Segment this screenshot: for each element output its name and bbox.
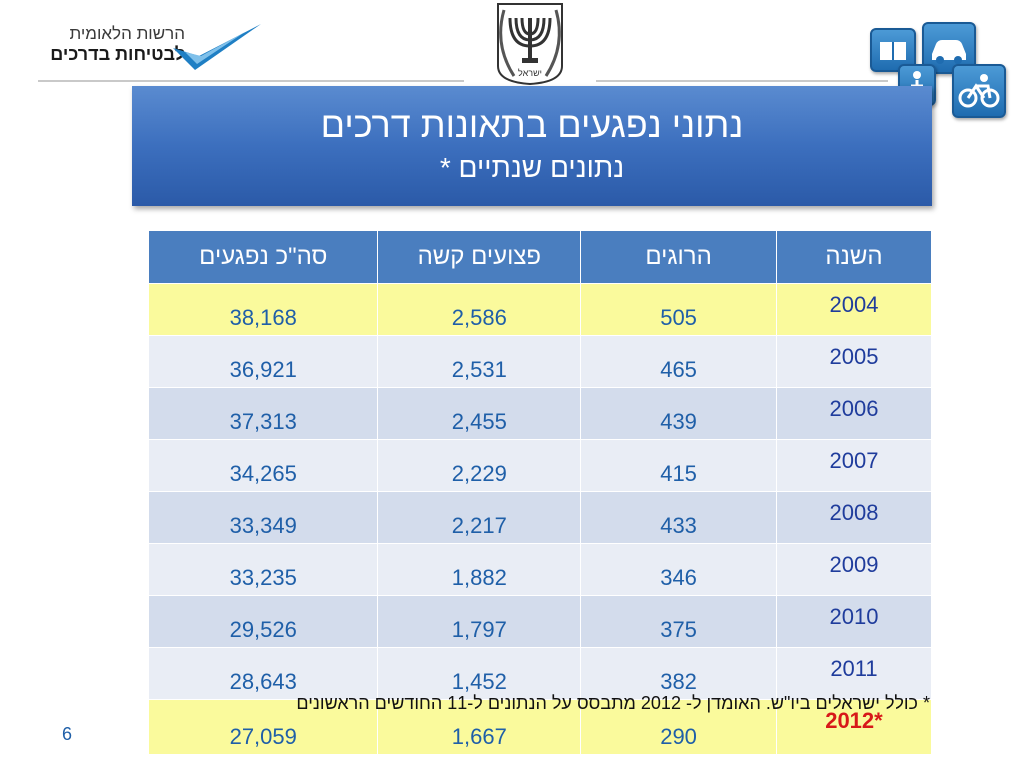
seriously-injured-cell: 2,531 bbox=[377, 335, 582, 388]
table-row: 2011 382 1,452 28,643 bbox=[147, 647, 933, 700]
killed-cell: 439 bbox=[580, 387, 777, 440]
year-cell: 2008 bbox=[775, 491, 933, 544]
seriously-injured-cell: 1,452 bbox=[377, 647, 582, 700]
seriously-injured-cell: 2,229 bbox=[377, 439, 582, 492]
seriously-injured-cell: 2,455 bbox=[377, 387, 582, 440]
col-header-total: סה"כ נפגעים bbox=[147, 230, 379, 284]
checkmark-logo-icon bbox=[173, 24, 261, 70]
killed-cell: 505 bbox=[580, 283, 777, 336]
footnote: * כולל ישראלים ביו"ש. האומדן ל- 2012 מתב… bbox=[296, 693, 930, 713]
total-cell: 36,921 bbox=[147, 335, 379, 388]
killed-cell: 375 bbox=[580, 595, 777, 648]
table-row-estimate: *2012 290 1,667 27,059 bbox=[147, 699, 933, 755]
seriously-injured-cell: 1,667 bbox=[377, 699, 582, 755]
col-header-killed: הרוגים bbox=[580, 230, 777, 284]
col-header-seriously-injured: פצועים קשה bbox=[377, 230, 582, 284]
year-cell: 2011 bbox=[775, 647, 933, 700]
casualties-table: השנה הרוגים פצועים קשה סה"כ נפגעים 2004 … bbox=[147, 230, 933, 755]
year-cell: 2009 bbox=[775, 543, 933, 596]
page-title: נתוני נפגעים בתאונות דרכים bbox=[320, 104, 744, 145]
page-number: 6 bbox=[62, 724, 73, 744]
killed-cell: 290 bbox=[580, 699, 777, 755]
seriously-injured-cell: 1,797 bbox=[377, 595, 582, 648]
table-row: 2005 465 2,531 36,921 bbox=[147, 335, 933, 388]
table-row: 2006 439 2,455 37,313 bbox=[147, 387, 933, 440]
total-cell: 33,349 bbox=[147, 491, 379, 544]
year-cell: *2012 bbox=[775, 699, 933, 755]
year-cell: 2010 bbox=[775, 595, 933, 648]
title-banner: נתוני נפגעים בתאונות דרכים נתונים שנתיים… bbox=[132, 86, 932, 206]
killed-cell: 465 bbox=[580, 335, 777, 388]
killed-cell: 346 bbox=[580, 543, 777, 596]
seriously-injured-cell: 2,217 bbox=[377, 491, 582, 544]
seriously-injured-cell: 2,586 bbox=[377, 283, 582, 336]
rsa-logo: הרשות הלאומית לבטיחות בדרכים bbox=[30, 18, 270, 74]
year-cell: 2005 bbox=[775, 335, 933, 388]
page-subtitle: נתונים שנתיים * bbox=[439, 152, 625, 183]
table-header-row: השנה הרוגים פצועים קשה סה"כ נפגעים bbox=[147, 230, 933, 284]
header-rule bbox=[38, 80, 888, 82]
killed-cell: 382 bbox=[580, 647, 777, 700]
total-cell: 28,643 bbox=[147, 647, 379, 700]
total-cell: 37,313 bbox=[147, 387, 379, 440]
seriously-injured-cell: 1,882 bbox=[377, 543, 582, 596]
logo-line-1: הרשות הלאומית bbox=[69, 24, 185, 43]
table-row: 2007 415 2,229 34,265 bbox=[147, 439, 933, 492]
bicycle-icon bbox=[952, 64, 1006, 118]
table-row: 2009 346 1,882 33,235 bbox=[147, 543, 933, 596]
total-cell: 27,059 bbox=[147, 699, 379, 755]
emblem-caption: ישראל bbox=[518, 68, 542, 78]
killed-cell: 415 bbox=[580, 439, 777, 492]
table-row: 2010 375 1,797 29,526 bbox=[147, 595, 933, 648]
year-cell: 2006 bbox=[775, 387, 933, 440]
table-row: 2008 433 2,217 33,349 bbox=[147, 491, 933, 544]
total-cell: 38,168 bbox=[147, 283, 379, 336]
total-cell: 33,235 bbox=[147, 543, 379, 596]
table-row: 2004 505 2,586 38,168 bbox=[147, 283, 933, 336]
year-cell: 2004 bbox=[775, 283, 933, 336]
total-cell: 29,526 bbox=[147, 595, 379, 648]
total-cell: 34,265 bbox=[147, 439, 379, 492]
state-emblem: ישראל bbox=[464, 0, 596, 86]
menorah-emblem-icon: ישראל bbox=[497, 3, 563, 86]
year-cell: 2007 bbox=[775, 439, 933, 492]
col-header-year: השנה bbox=[775, 230, 933, 284]
logo-line-2: לבטיחות בדרכים bbox=[50, 44, 185, 64]
killed-cell: 433 bbox=[580, 491, 777, 544]
